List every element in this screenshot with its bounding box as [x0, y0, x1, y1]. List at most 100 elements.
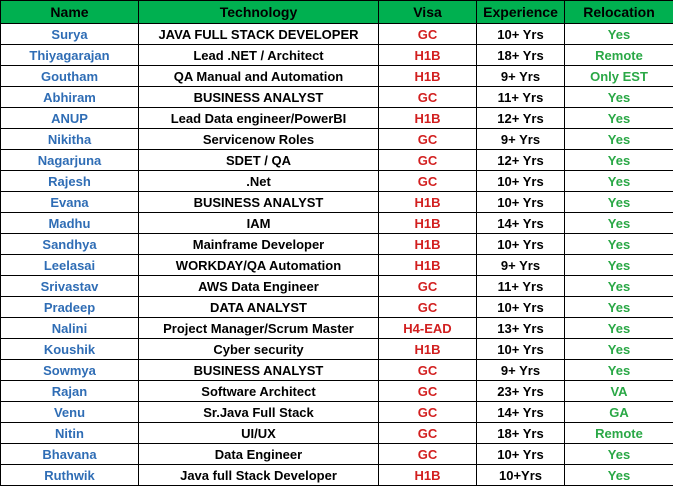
cell-visa: GC — [378, 401, 477, 423]
cell-visa: GC — [378, 380, 477, 402]
cell-experience: 10+ Yrs — [476, 170, 565, 192]
cell-technology: BUSINESS ANALYST — [138, 359, 379, 381]
cell-name: Venu — [0, 401, 139, 423]
table-row: Nagarjuna SDET / QA GC 12+ Yrs Yes — [0, 149, 673, 171]
cell-name: Nalini — [0, 317, 139, 339]
cell-technology: BUSINESS ANALYST — [138, 86, 379, 108]
cell-visa: GC — [378, 275, 477, 297]
cell-relocation: GA — [564, 401, 673, 423]
table-row: Venu Sr.Java Full Stack GC 14+ Yrs GA — [0, 401, 673, 423]
cell-visa: H1B — [378, 338, 477, 360]
cell-technology: Lead .NET / Architect — [138, 44, 379, 66]
cell-experience: 10+ Yrs — [476, 233, 565, 255]
cell-technology: .Net — [138, 170, 379, 192]
header-technology: Technology — [138, 0, 379, 24]
cell-visa: GC — [378, 443, 477, 465]
cell-name: Thiyagarajan — [0, 44, 139, 66]
cell-visa: GC — [378, 359, 477, 381]
header-experience: Experience — [476, 0, 565, 24]
cell-relocation: Yes — [564, 86, 673, 108]
cell-technology: Sr.Java Full Stack — [138, 401, 379, 423]
header-relocation: Relocation — [564, 0, 673, 24]
cell-technology: SDET / QA — [138, 149, 379, 171]
cell-technology: BUSINESS ANALYST — [138, 191, 379, 213]
table-row: Rajesh .Net GC 10+ Yrs Yes — [0, 170, 673, 192]
cell-name: Leelasai — [0, 254, 139, 276]
cell-name: Nitin — [0, 422, 139, 444]
cell-visa: GC — [378, 128, 477, 150]
cell-name: ANUP — [0, 107, 139, 129]
cell-relocation: Yes — [564, 338, 673, 360]
cell-visa: H1B — [378, 212, 477, 234]
cell-experience: 18+ Yrs — [476, 44, 565, 66]
cell-visa: H1B — [378, 44, 477, 66]
cell-technology: Servicenow Roles — [138, 128, 379, 150]
cell-relocation: Remote — [564, 422, 673, 444]
cell-visa: GC — [378, 23, 477, 45]
table-row: Nikitha Servicenow Roles GC 9+ Yrs Yes — [0, 128, 673, 150]
cell-technology: Data Engineer — [138, 443, 379, 465]
cell-technology: Project Manager/Scrum Master — [138, 317, 379, 339]
cell-experience: 9+ Yrs — [476, 254, 565, 276]
table-row: Madhu IAM H1B 14+ Yrs Yes — [0, 212, 673, 234]
cell-name: Surya — [0, 23, 139, 45]
cell-visa: H4-EAD — [378, 317, 477, 339]
table-row: Leelasai WORKDAY/QA Automation H1B 9+ Yrs Ye… — [0, 254, 673, 276]
cell-name: Pradeep — [0, 296, 139, 318]
cell-experience: 12+ Yrs — [476, 107, 565, 129]
cell-technology: Lead Data engineer/PowerBI — [138, 107, 379, 129]
header-name: Name — [0, 0, 139, 24]
cell-relocation: Yes — [564, 191, 673, 213]
table-row: Koushik Cyber security H1B 10+ Yrs Yes — [0, 338, 673, 360]
cell-visa: H1B — [378, 233, 477, 255]
cell-relocation: Yes — [564, 107, 673, 129]
cell-relocation: Yes — [564, 128, 673, 150]
cell-technology: JAVA FULL STACK DEVELOPER — [138, 23, 379, 45]
cell-relocation: Yes — [564, 149, 673, 171]
table-row: Pradeep DATA ANALYST GC 10+ Yrs Yes — [0, 296, 673, 318]
header-row: Name Technology Visa Experience Relocati… — [0, 0, 673, 24]
table-row: Srivastav AWS Data Engineer GC 11+ Yrs Yes — [0, 275, 673, 297]
cell-visa: GC — [378, 86, 477, 108]
cell-technology: IAM — [138, 212, 379, 234]
table-row: Thiyagarajan Lead .NET / Architect H1B 18+ … — [0, 44, 673, 66]
cell-relocation: Yes — [564, 170, 673, 192]
cell-experience: 10+ Yrs — [476, 296, 565, 318]
cell-relocation: Yes — [564, 464, 673, 486]
cell-experience: 9+ Yrs — [476, 65, 565, 87]
cell-experience: 10+Yrs — [476, 464, 565, 486]
cell-visa: H1B — [378, 65, 477, 87]
cell-experience: 10+ Yrs — [476, 443, 565, 465]
cell-experience: 10+ Yrs — [476, 338, 565, 360]
table-row: Sandhya Mainframe Developer H1B 10+ Yrs Yes — [0, 233, 673, 255]
cell-experience: 10+ Yrs — [476, 191, 565, 213]
cell-name: Madhu — [0, 212, 139, 234]
cell-relocation: Yes — [564, 23, 673, 45]
cell-name: Bhavana — [0, 443, 139, 465]
cell-name: Koushik — [0, 338, 139, 360]
table-body: Surya JAVA FULL STACK DEVELOPER GC 10+ Yrs Y… — [0, 23, 673, 486]
cell-name: Rajesh — [0, 170, 139, 192]
cell-relocation: Yes — [564, 296, 673, 318]
cell-technology: WORKDAY/QA Automation — [138, 254, 379, 276]
cell-technology: Mainframe Developer — [138, 233, 379, 255]
cell-experience: 14+ Yrs — [476, 212, 565, 234]
cell-visa: H1B — [378, 107, 477, 129]
cell-visa: H1B — [378, 191, 477, 213]
cell-name: Goutham — [0, 65, 139, 87]
cell-visa: GC — [378, 422, 477, 444]
table-row: Sowmya BUSINESS ANALYST GC 9+ Yrs Yes — [0, 359, 673, 381]
cell-experience: 9+ Yrs — [476, 359, 565, 381]
cell-relocation: Remote — [564, 44, 673, 66]
cell-relocation: Yes — [564, 275, 673, 297]
cell-name: Nagarjuna — [0, 149, 139, 171]
table-row: Goutham QA Manual and Automation H1B 9+ Yrs… — [0, 65, 673, 87]
table-header: Name Technology Visa Experience Relocati… — [0, 0, 673, 24]
cell-relocation: Yes — [564, 233, 673, 255]
cell-relocation: Yes — [564, 359, 673, 381]
cell-technology: DATA ANALYST — [138, 296, 379, 318]
cell-experience: 11+ Yrs — [476, 275, 565, 297]
cell-technology: Java full Stack Developer — [138, 464, 379, 486]
cell-name: Srivastav — [0, 275, 139, 297]
table-row: Rajan Software Architect GC 23+ Yrs VA — [0, 380, 673, 402]
